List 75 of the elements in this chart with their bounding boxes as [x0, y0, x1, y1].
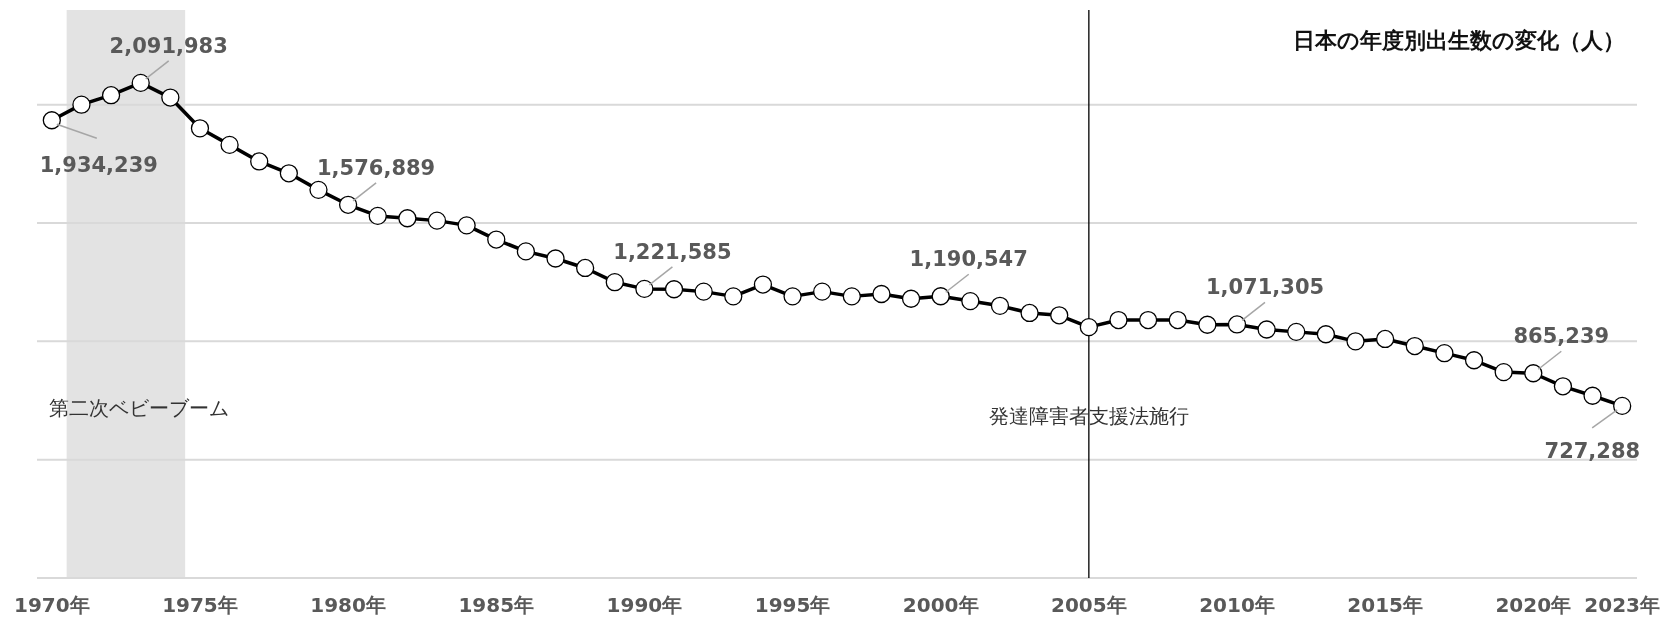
x-tick-label: 1970年: [13, 593, 90, 617]
point: [101, 86, 121, 105]
point: [931, 287, 950, 306]
point: [1553, 377, 1573, 396]
point: [783, 287, 802, 306]
point: [1435, 344, 1454, 363]
point: [220, 135, 239, 155]
point: [309, 180, 328, 200]
point: [1287, 322, 1306, 342]
point: [161, 88, 180, 107]
point: [1316, 325, 1336, 344]
point: [1198, 315, 1217, 334]
point: [1257, 320, 1276, 339]
point: [190, 119, 210, 138]
x-tick-label: 1975年: [162, 593, 238, 617]
x-tick-label: 2015年: [1347, 593, 1423, 617]
x-tick-label: 2000年: [902, 593, 979, 617]
point: [813, 282, 832, 301]
data-label: 1,221,585: [613, 239, 732, 264]
point: [546, 249, 565, 268]
data-label: 865,239: [1513, 324, 1610, 349]
data-label: 1,071,305: [1205, 275, 1325, 300]
text: 日本の年度別出生数の変化（人）: [1293, 28, 1625, 53]
point: [1050, 306, 1069, 325]
point: [694, 282, 713, 301]
point: [131, 73, 150, 93]
point: [664, 280, 684, 299]
point: [1583, 386, 1602, 405]
point: [1227, 315, 1247, 334]
point: [753, 275, 773, 294]
point: [872, 284, 891, 304]
x-tick-label: 1990年: [606, 593, 683, 617]
point: [605, 273, 624, 292]
point: [338, 195, 358, 214]
data-label: 727,288: [1544, 438, 1641, 463]
point: [1109, 310, 1128, 330]
point: [901, 289, 921, 308]
x-tick-label: 1995年: [754, 593, 831, 617]
data-label: 1,576,889: [316, 155, 436, 180]
point: [368, 206, 387, 226]
point: [250, 152, 269, 171]
band-label: 第二次ベビーブーム: [48, 396, 229, 420]
point: [72, 95, 91, 114]
point: [1079, 317, 1098, 337]
point: [1405, 336, 1424, 356]
point: [398, 209, 417, 228]
point: [1168, 310, 1187, 330]
data-label: 1,190,547: [909, 247, 1028, 272]
point: [1494, 362, 1513, 382]
point: [842, 287, 861, 306]
x-tick-label: 1985年: [458, 593, 535, 617]
x-tick-label: 1980年: [310, 593, 386, 617]
data-label: 1,934,239: [39, 153, 158, 178]
point: [990, 296, 1010, 315]
x-tick-label: 2005年: [1051, 593, 1127, 617]
point: [42, 111, 61, 130]
point: [516, 242, 536, 261]
point: [635, 279, 654, 299]
point: [1376, 329, 1395, 349]
point: [724, 287, 743, 306]
point: [576, 258, 595, 278]
point: [1346, 332, 1365, 351]
point: [1464, 351, 1484, 370]
point: [961, 291, 980, 311]
data-label: 2,091,983: [109, 33, 228, 58]
point: [487, 230, 506, 249]
point: [1020, 303, 1039, 323]
x-tick-label: 2020年: [1495, 593, 1572, 617]
point: [457, 216, 476, 235]
point: [1138, 310, 1158, 330]
point: [1524, 364, 1543, 383]
point: [279, 164, 298, 183]
point: [427, 211, 447, 230]
x-tick-label: 2010年: [1199, 593, 1275, 617]
x-tick-label: 2023年: [1584, 593, 1661, 617]
